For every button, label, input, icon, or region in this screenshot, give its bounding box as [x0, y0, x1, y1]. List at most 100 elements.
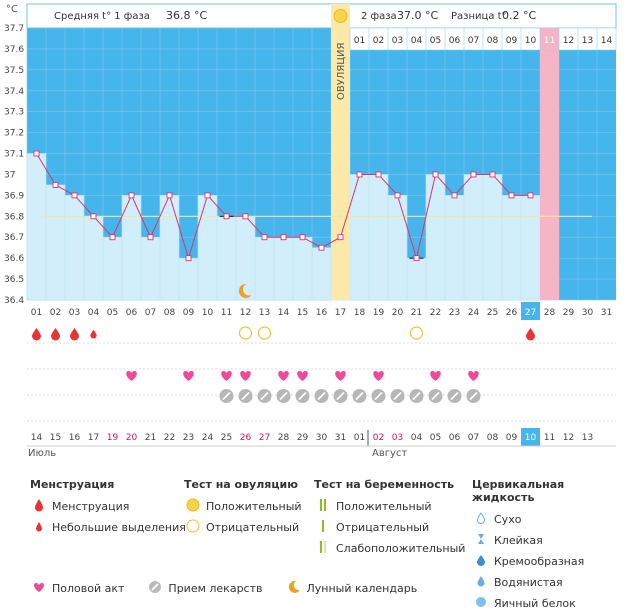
legend-intercourse-label: Половой акт [52, 582, 125, 595]
creamy-icon [472, 554, 490, 569]
cycle-day-label: 30 [582, 308, 594, 318]
pill-icon-stripe [241, 391, 250, 401]
temperature-column [444, 195, 465, 301]
y-tick-label: 36.6 [4, 254, 24, 264]
pill-icon-stripe [222, 391, 231, 401]
cycle-day-label: 10 [202, 308, 214, 318]
calendar-day-label: 15 [50, 433, 61, 443]
calendar-day-label: 19 [107, 433, 119, 443]
temperature-column [292, 236, 313, 301]
calendar-day-label: 12 [563, 433, 574, 443]
phase2-day-label: 04 [411, 36, 423, 46]
calendar-day-label: 04 [411, 433, 423, 443]
legend-ovtest-pos-label: Положительный [206, 500, 302, 513]
temperature-point [337, 234, 344, 241]
double-line-icon [314, 498, 332, 515]
calendar-day-label: 13 [582, 433, 593, 443]
legend-preg-pos-label: Положительный [336, 500, 432, 513]
calendar-today-highlight [521, 428, 540, 446]
cycle-day-label: 17 [335, 308, 346, 318]
pill-icon-stripe [298, 391, 307, 401]
calendar-day-label: 27 [259, 433, 270, 443]
heart-icon [335, 371, 346, 381]
legend-menstruation: Менструация Менструация Небольшие выделе… [30, 478, 186, 538]
cycle-day-label: 03 [69, 308, 80, 318]
phase2-day-label: 03 [392, 36, 403, 46]
temperature-point [489, 171, 496, 178]
cycle-day-label: 31 [601, 308, 612, 318]
legend-cf-eggwhite-label: Яичный белок [494, 597, 576, 610]
heart-icon [126, 371, 137, 381]
temperature-column [311, 247, 332, 301]
temperature-line [33, 150, 592, 262]
pill-icon-stripe [260, 391, 269, 401]
month-august: Август [372, 448, 407, 459]
cycle-day-label: 06 [126, 308, 138, 318]
empty-circle-icon [257, 326, 272, 340]
temperature-point [413, 255, 420, 262]
phase2-day-label: 06 [449, 36, 461, 46]
temperature-point [280, 234, 287, 241]
temperature-point [204, 192, 211, 199]
unit-label: °C [6, 4, 18, 15]
heart-icon [278, 371, 289, 381]
temperature-column [273, 236, 294, 301]
legend-pregnancy-test: Тест на беременность Положительный Отриц… [314, 478, 465, 559]
legend-cervical-title: Цервикальная жидкость [472, 478, 565, 504]
temperature-column [387, 195, 408, 301]
empty-circle-icon [409, 326, 424, 340]
temperature-column [45, 184, 66, 301]
temperature-point [52, 181, 59, 188]
moon-icon [285, 580, 303, 597]
temperature-point [90, 213, 97, 220]
drop-icon [526, 328, 535, 341]
header-strip [26, 3, 617, 29]
y-tick-label: 37.5 [4, 66, 24, 76]
cycle-day-label: 08 [164, 308, 176, 318]
empty-circle-icon [238, 326, 253, 340]
event-icons [32, 283, 535, 403]
calendar-day-label: 09 [506, 433, 518, 443]
today-highlight [521, 302, 540, 320]
temperature-column [463, 174, 484, 301]
legend-pregtest-title: Тест на беременность [314, 478, 455, 491]
temperature-column [235, 216, 256, 301]
legend-menstruation-label: Менструация [52, 500, 130, 513]
temperature-column [501, 195, 522, 301]
small-drop-icon [30, 520, 48, 535]
phase2-day-label: 10 [525, 36, 537, 46]
temperature-point [223, 213, 230, 220]
cycle-day-label: 12 [240, 308, 251, 318]
cycle-day-label: 27 [525, 308, 536, 318]
drop-icon [30, 498, 48, 515]
temperature-point [128, 192, 135, 199]
special-columns: 01 02 03 04 05 06 07 08 09 10 11 12 13 14 [331, 4, 617, 300]
phase2-day-label: 05 [430, 36, 441, 46]
cycle-day-label: 13 [259, 308, 270, 318]
cycle-day-label: 05 [107, 308, 118, 318]
temperature-column [425, 174, 446, 301]
temperature-point [356, 171, 363, 178]
calendar-day-label: 28 [278, 433, 290, 443]
legend-events: Половой акт Прием лекарств Лунный календ… [30, 578, 417, 599]
y-tick-label: 36.5 [4, 275, 24, 285]
phase2-avg-value: 37.0 °C [397, 9, 438, 22]
temperature-column [216, 216, 237, 301]
y-tick-label: 37.1 [4, 150, 24, 160]
temperature-column [102, 236, 123, 301]
filled-circle-icon [184, 498, 202, 515]
pill-icon-stripe [279, 391, 288, 401]
cycle-day-label: 20 [392, 308, 404, 318]
temperature-point [451, 192, 458, 199]
temperature-point [394, 192, 401, 199]
ovulation-sun-icon [333, 9, 348, 23]
calendar-day-label: 25 [221, 433, 232, 443]
calendar-day-label: 26 [240, 433, 252, 443]
legend-ovtest-title: Тест на овуляцию [184, 478, 298, 491]
calendar-day-label: 02 [373, 433, 384, 443]
calendar-day-label: 11 [544, 433, 555, 443]
heart-icon [468, 371, 479, 381]
pill-icon-stripe [393, 391, 402, 401]
legend-cf-creamy-label: Кремообразная [494, 555, 585, 568]
cycle-day-label: 23 [449, 308, 460, 318]
